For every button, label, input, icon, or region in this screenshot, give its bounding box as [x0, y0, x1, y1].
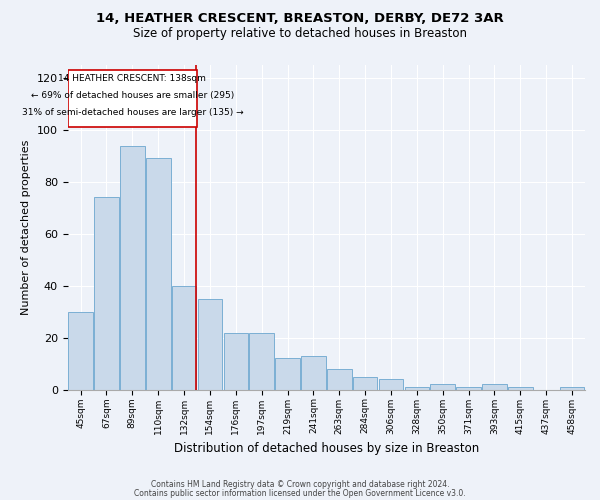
Bar	[379, 380, 403, 390]
Bar	[120, 146, 145, 390]
X-axis label: Distribution of detached houses by size in Breaston: Distribution of detached houses by size …	[174, 442, 479, 455]
Text: 14 HEATHER CRESCENT: 138sqm: 14 HEATHER CRESCENT: 138sqm	[58, 74, 206, 83]
FancyBboxPatch shape	[68, 70, 197, 128]
Bar	[508, 387, 533, 390]
Y-axis label: Number of detached properties: Number of detached properties	[21, 140, 31, 315]
Bar	[172, 286, 196, 390]
Bar	[353, 376, 377, 390]
Text: Contains HM Land Registry data © Crown copyright and database right 2024.: Contains HM Land Registry data © Crown c…	[151, 480, 449, 489]
Text: ← 69% of detached houses are smaller (295): ← 69% of detached houses are smaller (29…	[31, 91, 234, 100]
Text: 14, HEATHER CRESCENT, BREASTON, DERBY, DE72 3AR: 14, HEATHER CRESCENT, BREASTON, DERBY, D…	[96, 12, 504, 26]
Bar	[224, 332, 248, 390]
Bar	[94, 198, 119, 390]
Bar	[404, 387, 429, 390]
Text: 31% of semi-detached houses are larger (135) →: 31% of semi-detached houses are larger (…	[22, 108, 243, 117]
Bar	[560, 387, 584, 390]
Bar	[68, 312, 93, 390]
Bar	[430, 384, 455, 390]
Bar	[250, 332, 274, 390]
Bar	[146, 158, 170, 390]
Bar	[197, 298, 222, 390]
Bar	[275, 358, 300, 390]
Bar	[457, 387, 481, 390]
Bar	[327, 369, 352, 390]
Text: Size of property relative to detached houses in Breaston: Size of property relative to detached ho…	[133, 28, 467, 40]
Bar	[482, 384, 507, 390]
Bar	[301, 356, 326, 390]
Text: Contains public sector information licensed under the Open Government Licence v3: Contains public sector information licen…	[134, 488, 466, 498]
